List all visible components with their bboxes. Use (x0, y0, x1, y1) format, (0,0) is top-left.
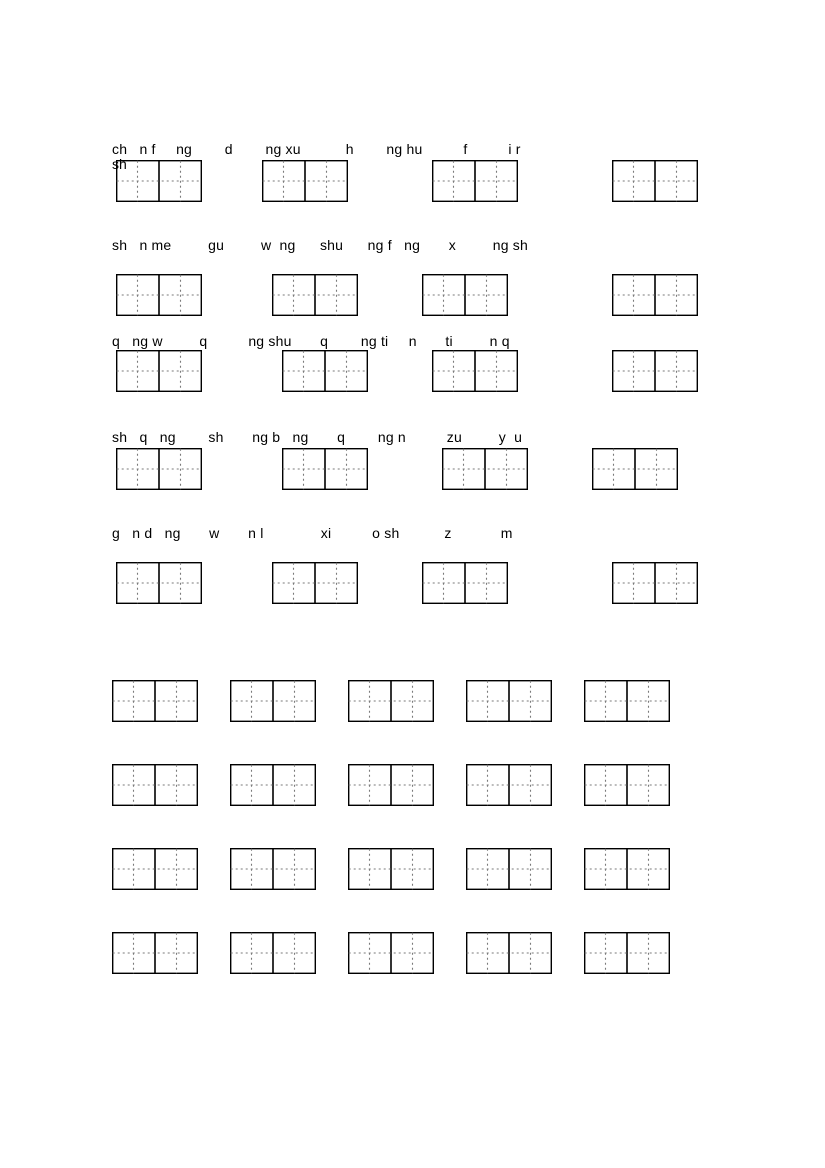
tian-zi-ge-pair (432, 350, 518, 392)
grid-boxes-line (112, 160, 732, 202)
tian-zi-ge-pair (230, 680, 316, 722)
tian-zi-ge-pair (116, 448, 202, 490)
pinyin-row: g n d ng w n l xi o sh z m (112, 524, 713, 620)
blank-grid-row (112, 680, 713, 722)
grid-boxes-line (112, 448, 732, 490)
tian-zi-ge-pair (112, 848, 198, 890)
tian-zi-ge-pair (466, 764, 552, 806)
tian-zi-ge-pair (612, 160, 698, 202)
tian-zi-ge-pair (432, 160, 518, 202)
worksheet-page: ch n f ng d ng xu h ng hu f i rshsh n me… (0, 0, 825, 1168)
tian-zi-ge-pair (348, 764, 434, 806)
tian-zi-ge-pair (272, 562, 358, 604)
blank-grid-row (112, 848, 713, 890)
tian-zi-ge-pair (584, 932, 670, 974)
blank-grid-row (112, 932, 713, 974)
tian-zi-ge-pair (112, 680, 198, 722)
tian-zi-ge-pair (112, 932, 198, 974)
tian-zi-ge-pair (584, 680, 670, 722)
tian-zi-ge-pair (116, 350, 202, 392)
tian-zi-ge-pair (282, 448, 368, 490)
tian-zi-ge-pair (272, 274, 358, 316)
tian-zi-ge-pair (112, 764, 198, 806)
pinyin-label-line: sh q ng sh ng b ng q ng n zu y u (112, 428, 732, 446)
tian-zi-ge-pair (442, 448, 528, 490)
pinyin-row: ch n f ng d ng xu h ng hu f i rsh (112, 140, 713, 236)
tian-zi-ge-pair (282, 350, 368, 392)
pinyin-writing-section: ch n f ng d ng xu h ng hu f i rshsh n me… (112, 140, 713, 620)
tian-zi-ge-pair (612, 562, 698, 604)
tian-zi-ge-pair (584, 848, 670, 890)
tian-zi-ge-pair (592, 448, 678, 490)
tian-zi-ge-pair (348, 848, 434, 890)
tian-zi-ge-pair (466, 680, 552, 722)
tian-zi-ge-pair (348, 680, 434, 722)
pinyin-row: q ng w q ng shu q ng ti n ti n q (112, 332, 713, 428)
pinyin-label-line: ch n f ng d ng xu h ng hu f i r (112, 140, 732, 158)
tian-zi-ge-pair (116, 274, 202, 316)
tian-zi-ge-pair (612, 274, 698, 316)
grid-boxes-line (112, 274, 732, 316)
pinyin-row: sh q ng sh ng b ng q ng n zu y u (112, 428, 713, 524)
tian-zi-ge-pair (422, 274, 508, 316)
tian-zi-ge-pair (230, 932, 316, 974)
tian-zi-ge-pair (422, 562, 508, 604)
pinyin-label-line: q ng w q ng shu q ng ti n ti n q (112, 332, 732, 350)
blank-grid-section (112, 680, 713, 974)
tian-zi-ge-pair (230, 764, 316, 806)
tian-zi-ge-pair (116, 160, 202, 202)
tian-zi-ge-pair (262, 160, 348, 202)
tian-zi-ge-pair (466, 848, 552, 890)
tian-zi-ge-pair (466, 932, 552, 974)
tian-zi-ge-pair (584, 764, 670, 806)
tian-zi-ge-pair (612, 350, 698, 392)
tian-zi-ge-pair (116, 562, 202, 604)
pinyin-label-line: sh n me gu w ng shu ng f ng x ng sh (112, 236, 732, 254)
grid-boxes-line (112, 562, 732, 604)
tian-zi-ge-pair (348, 932, 434, 974)
blank-grid-row (112, 764, 713, 806)
grid-boxes-line (112, 350, 732, 392)
tian-zi-ge-pair (230, 848, 316, 890)
pinyin-row: sh n me gu w ng shu ng f ng x ng sh (112, 236, 713, 332)
pinyin-label-line: g n d ng w n l xi o sh z m (112, 524, 732, 542)
